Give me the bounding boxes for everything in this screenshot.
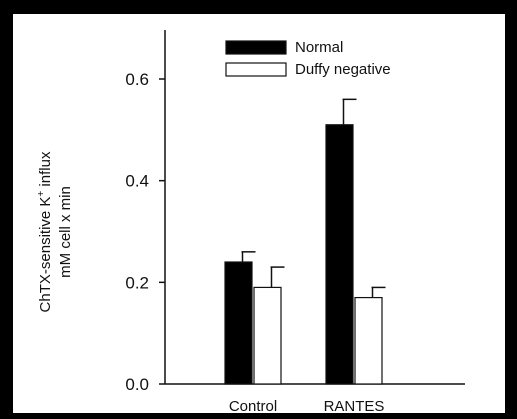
frame-border-bottom bbox=[0, 413, 517, 419]
y-tick-label: 0.2 bbox=[125, 273, 149, 292]
x-category-label: RANTES bbox=[324, 398, 385, 415]
legend-label: Normal bbox=[295, 39, 343, 56]
y-tick-label: 0.4 bbox=[125, 172, 149, 191]
x-category-label: Control bbox=[229, 398, 277, 415]
frame-border-top bbox=[0, 0, 517, 14]
axes: 0.0 0.2 0.4 0.6 Control RANTES bbox=[125, 30, 465, 415]
y-axis-label-line-2: mM cell x min bbox=[57, 186, 74, 278]
bar bbox=[325, 124, 354, 385]
legend-label: Duffy negative bbox=[295, 61, 391, 78]
legend-swatch bbox=[225, 40, 287, 55]
frame-border-left bbox=[0, 0, 13, 419]
y-axis-label-end: influx bbox=[37, 151, 54, 191]
bar bbox=[354, 296, 383, 385]
y-tick-label: 0.6 bbox=[125, 70, 149, 89]
legend: Normal Duffy negative bbox=[225, 39, 391, 78]
frame-border-right bbox=[505, 0, 517, 419]
y-axis-label-line-1: ChTX-sensitive K+ influx bbox=[36, 151, 54, 312]
bar bbox=[224, 261, 253, 385]
y-axis-label-main: ChTX-sensitive K bbox=[37, 197, 54, 313]
bar bbox=[253, 286, 282, 385]
legend-swatch bbox=[225, 62, 287, 77]
y-tick-label: 0.0 bbox=[125, 375, 149, 394]
bars bbox=[224, 98, 386, 385]
y-axis-label-superscript: + bbox=[36, 191, 47, 197]
